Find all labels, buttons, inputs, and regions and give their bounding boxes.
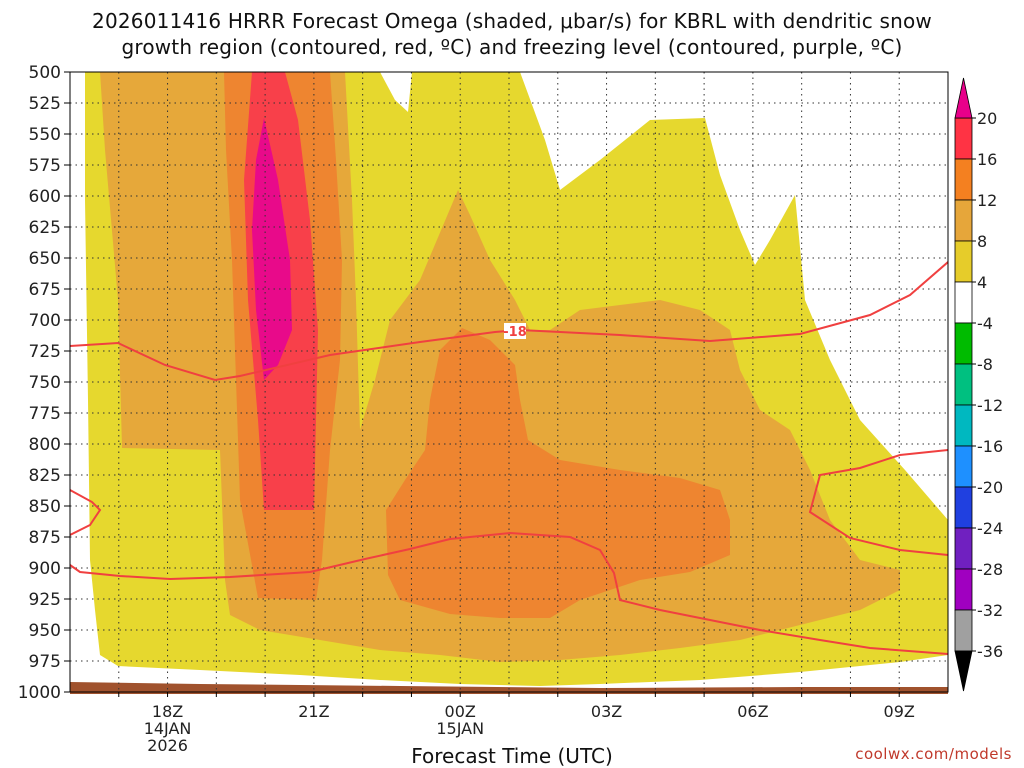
colorbar: 20 16 12 8 4 -4 -8 -12 -16 -20 -24 -28 -32 -36 <box>954 77 1003 692</box>
y-tick-label: 750 <box>29 373 61 393</box>
colorbar-label: -32 <box>977 601 1003 620</box>
y-tick-label: 800 <box>29 435 61 455</box>
contour-label-minus-18: -18 <box>503 325 527 340</box>
x-axis-label: Forecast Time (UTC) <box>411 744 613 768</box>
omega-region-12 <box>224 72 730 618</box>
colorbar-segment <box>954 199 973 242</box>
contours <box>70 261 948 655</box>
chart-title: 2026011416 HRRR Forecast Omega (shaded, … <box>0 8 1024 60</box>
colorbar-label: -36 <box>977 642 1003 661</box>
colorbar-label: -24 <box>977 519 1003 538</box>
y-tick-label: 725 <box>29 342 61 362</box>
colorbar-label: 20 <box>977 109 997 128</box>
colorbar-segment <box>954 527 973 570</box>
title-line-1: 2026011416 HRRR Forecast Omega (shaded, … <box>92 9 932 33</box>
colorbar-segment <box>954 240 973 283</box>
y-tick-label: 575 <box>29 156 61 176</box>
colorbar-segment <box>954 404 973 447</box>
x-tick-label: 21Z <box>298 702 329 721</box>
contour-dendritic-lower <box>70 531 948 655</box>
y-tick-label: 625 <box>29 218 61 238</box>
grid-lines <box>70 72 948 692</box>
colorbar-label: -28 <box>977 560 1003 579</box>
colorbar-segment <box>954 117 973 160</box>
y-tick-label: 775 <box>29 404 61 424</box>
y-tick-label: 525 <box>29 94 61 114</box>
contour-label-background <box>504 323 526 339</box>
colorbar-label: -4 <box>977 314 993 333</box>
colorbar-segment <box>954 486 973 529</box>
colorbar-segment <box>954 322 973 365</box>
y-tick-label: 875 <box>29 528 61 548</box>
y-tick-label: 925 <box>29 590 61 610</box>
contour-right-upper <box>808 449 948 556</box>
y-axis: 500 525 550 575 600 625 650 675 700 725 750 775 800 8… <box>18 63 70 703</box>
y-tick-label: 500 <box>29 63 61 83</box>
contour-label-group: -18 <box>503 323 527 340</box>
x-tick-label: 09Z <box>884 702 915 721</box>
colorbar-label: 4 <box>977 273 987 292</box>
x-tick-label: 03Z <box>591 702 622 721</box>
colorbar-label: -8 <box>977 355 993 374</box>
x-tick-label: 14JAN <box>144 719 192 738</box>
colorbar-label: -16 <box>977 437 1003 456</box>
colorbar-label: -20 <box>977 478 1003 497</box>
y-tick-label: 850 <box>29 497 61 517</box>
y-tick-label: 825 <box>29 466 61 486</box>
x-tick-label: 18Z <box>152 702 183 721</box>
colorbar-bottom-arrow <box>954 650 973 692</box>
gap-near-23z <box>380 72 412 112</box>
colorbar-segment <box>954 158 973 201</box>
credit-text: coolwx.com/models <box>855 745 1012 763</box>
title-line-2: growth region (contoured, red, ºC) and f… <box>121 35 903 59</box>
colorbar-segment <box>954 609 973 652</box>
y-tick-label: 1000 <box>18 683 61 703</box>
colorbar-label: -12 <box>977 396 1003 415</box>
omega-shading <box>85 72 948 686</box>
omega-region-20 <box>252 118 292 380</box>
x-tick-label: 15JAN <box>436 719 484 738</box>
colorbar-label: 16 <box>977 150 997 169</box>
y-tick-label: 900 <box>29 559 61 579</box>
x-tick-label: 2026 <box>147 736 188 755</box>
colorbar-label: 8 <box>977 232 987 251</box>
contour-dendritic-upper <box>70 261 948 382</box>
y-tick-label: 700 <box>29 311 61 331</box>
y-tick-label: 950 <box>29 621 61 641</box>
y-tick-label: 600 <box>29 187 61 207</box>
colorbar-label: 12 <box>977 191 997 210</box>
colorbar-segment <box>954 363 973 406</box>
colorbar-segment <box>954 281 973 324</box>
colorbar-segment <box>954 445 973 488</box>
x-tick-label: 00Z <box>445 702 476 721</box>
y-tick-label: 550 <box>29 125 61 145</box>
colorbar-segment <box>954 568 973 611</box>
colorbar-top-arrow <box>954 77 973 119</box>
y-tick-label: 650 <box>29 249 61 269</box>
y-tick-label: 975 <box>29 652 61 672</box>
contour-left-edge <box>70 489 102 536</box>
x-tick-label: 06Z <box>737 702 768 721</box>
y-tick-label: 675 <box>29 280 61 300</box>
